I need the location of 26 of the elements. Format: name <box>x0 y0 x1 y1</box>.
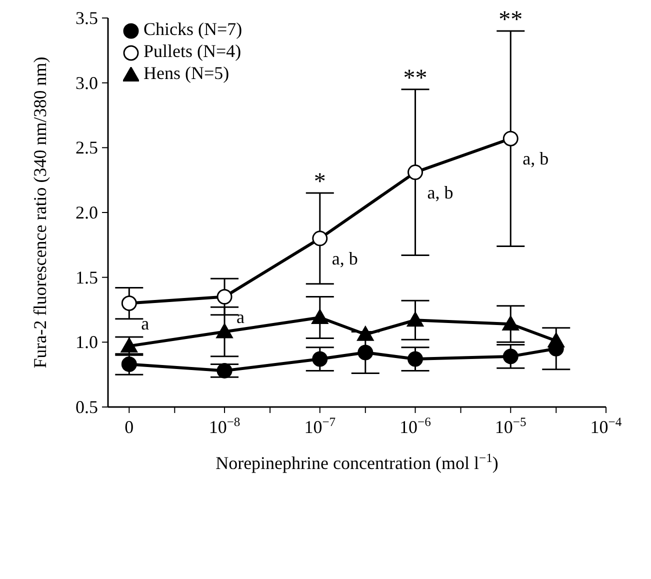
x-tick-label: 10$^{−6}$ <box>400 415 431 437</box>
y-tick-label: 2.5 <box>76 138 98 158</box>
annotation: a <box>236 306 245 327</box>
x-tick-label: 10$^{−5}$ <box>494 415 526 437</box>
x-tick-label: 10$^{−4}$ <box>590 415 622 437</box>
annotation: ** <box>498 6 523 33</box>
annotation: a <box>141 313 150 334</box>
y-tick-label: 3.0 <box>76 72 98 93</box>
y-tick-label: 0.5 <box>76 397 98 417</box>
y-axis-title: Fura-2 fluorescence ratio (340 nm/380 nm) <box>30 56 50 368</box>
y-tick-label: 3.5 <box>76 8 98 28</box>
annotation: a, b <box>427 182 454 202</box>
annotation: ** <box>403 65 428 92</box>
legend-label: Chicks (N=7) <box>144 19 242 39</box>
x-tick-label: 10$^{−8}$ <box>208 415 240 437</box>
x-axis-title: Norepinephrine concentration (mol l$^{−1}$) <box>216 451 498 473</box>
legend-label: Hens (N=5) <box>144 63 230 83</box>
annotation: a, b <box>522 148 549 169</box>
x-tick-label: 0 <box>124 417 134 437</box>
x-tick-label: 10$^{−7}$ <box>304 415 336 437</box>
annotation: * <box>314 169 326 196</box>
y-tick-label: 1.5 <box>76 267 98 288</box>
legend-label: Pullets (N=4) <box>144 41 242 61</box>
y-tick-label: 1.0 <box>76 332 98 352</box>
y-tick-label: 2.0 <box>76 202 98 222</box>
annotation: a, b <box>332 248 358 268</box>
